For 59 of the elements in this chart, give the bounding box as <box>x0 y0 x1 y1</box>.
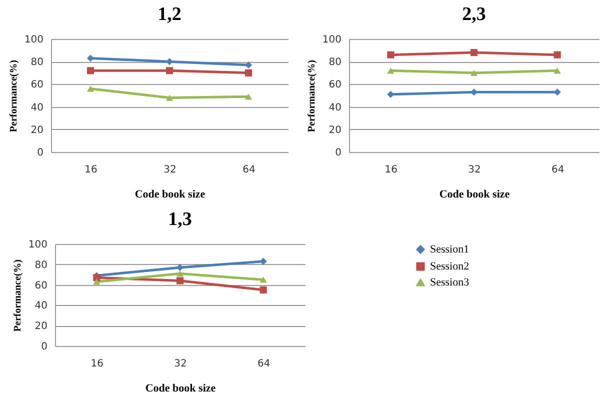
y-tick-label: 20 <box>30 124 44 136</box>
point <box>470 49 478 56</box>
y-axis-title: Performance(%) <box>306 60 318 132</box>
point <box>260 286 267 294</box>
y-tick-label: 40 <box>34 300 48 312</box>
point <box>86 54 94 62</box>
y-tick-label: 60 <box>328 80 342 91</box>
legend-label: Session2 <box>430 260 470 272</box>
point <box>387 51 394 58</box>
point <box>470 70 478 76</box>
point <box>387 68 394 74</box>
x-tick-label: 32 <box>174 358 187 370</box>
x-tick-label: 16 <box>84 164 98 176</box>
point <box>244 94 252 100</box>
point <box>166 94 174 101</box>
y-tick-label: 40 <box>328 102 342 114</box>
x-tick-label: 16 <box>384 164 398 176</box>
point <box>166 67 174 74</box>
point <box>554 88 561 96</box>
x-axis-title: Code book size <box>134 188 206 200</box>
y-tick-label: 0 <box>41 342 48 352</box>
point <box>260 276 267 283</box>
y-tick-label: 100 <box>28 240 48 250</box>
x-axis-title: Code book size <box>145 382 216 394</box>
y-tick-label: 20 <box>34 321 48 332</box>
y-tick-label: 60 <box>30 80 44 91</box>
x-tick-label: 16 <box>90 358 104 370</box>
point <box>86 67 94 74</box>
y-tick-label: 0 <box>37 148 44 158</box>
y-tick-label: 60 <box>34 280 48 292</box>
y-tick-label: 80 <box>328 57 342 68</box>
chart-title: 1,2 <box>158 4 182 25</box>
y-axis-title: Performance(%) <box>12 259 24 332</box>
x-tick-label: 64 <box>257 358 270 370</box>
point <box>86 86 94 92</box>
y-tick-label: 80 <box>34 260 48 271</box>
y-tick-label: 100 <box>322 34 342 46</box>
x-tick-label: 32 <box>164 164 176 176</box>
y-axis-title: Performance(%) <box>8 60 20 132</box>
point <box>554 51 561 58</box>
x-tick-label: 32 <box>468 164 481 176</box>
point <box>176 270 184 277</box>
legend-label: Session3 <box>430 276 470 288</box>
chart-title: 1,3 <box>168 209 192 230</box>
legend-label: Session1 <box>430 244 470 256</box>
point <box>244 69 252 76</box>
y-tick-label: 80 <box>30 57 44 68</box>
y-tick-label: 0 <box>335 148 342 158</box>
x-axis-title: Code book size <box>439 188 510 200</box>
y-tick-label: 20 <box>328 124 342 136</box>
point <box>554 68 561 74</box>
x-tick-label: 64 <box>551 164 564 176</box>
point <box>260 258 267 265</box>
x-tick-label: 64 <box>242 164 256 176</box>
y-tick-label: 100 <box>24 34 44 46</box>
point <box>176 277 184 284</box>
y-tick-label: 40 <box>30 102 44 114</box>
point <box>93 278 100 285</box>
chart-title: 2,3 <box>462 4 486 25</box>
